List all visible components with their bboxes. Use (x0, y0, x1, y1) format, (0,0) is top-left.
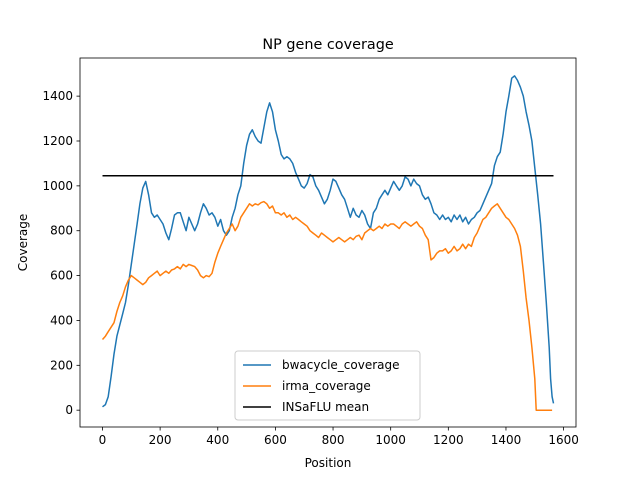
x-tick-label: 800 (322, 433, 345, 447)
x-tick-label: 1600 (548, 433, 579, 447)
y-tick-label: 1000 (42, 179, 73, 193)
series-lines (101, 75, 555, 411)
bwacycle-coverage-line (102, 75, 555, 408)
y-tick-label: 1400 (42, 89, 73, 103)
x-axis-label: Position (305, 456, 352, 470)
y-tick-label: 800 (50, 224, 73, 238)
chart-title: NP gene coverage (262, 37, 394, 53)
legend-label-irma: irma_coverage (282, 379, 371, 393)
y-axis-label: Coverage (16, 214, 30, 272)
y-axis-ticks: 0 200 400 600 800 1000 1200 1400 (42, 89, 80, 417)
x-tick-label: 0 (99, 433, 107, 447)
x-tick-label: 400 (206, 433, 229, 447)
x-tick-label: 1400 (491, 433, 522, 447)
x-tick-label: 1200 (433, 433, 464, 447)
y-tick-label: 200 (50, 358, 73, 372)
legend-label-bwacycle: bwacycle_coverage (282, 358, 400, 372)
legend: bwacycle_coverage irma_coverage INSaFLU … (234, 350, 421, 421)
x-tick-label: 200 (149, 433, 172, 447)
x-axis-ticks: 0 200 400 600 800 1000 1200 1400 1600 (99, 427, 579, 447)
y-tick-label: 1200 (42, 134, 73, 148)
y-tick-label: 400 (50, 313, 73, 327)
legend-box (234, 350, 421, 421)
y-tick-label: 0 (65, 403, 73, 417)
x-tick-label: 1000 (375, 433, 406, 447)
x-tick-label: 600 (264, 433, 287, 447)
y-tick-label: 600 (50, 269, 73, 283)
legend-label-insaflu-mean: INSaFLU mean (282, 400, 369, 414)
plot-frame (79, 57, 577, 428)
irma-coverage-line (101, 200, 553, 411)
